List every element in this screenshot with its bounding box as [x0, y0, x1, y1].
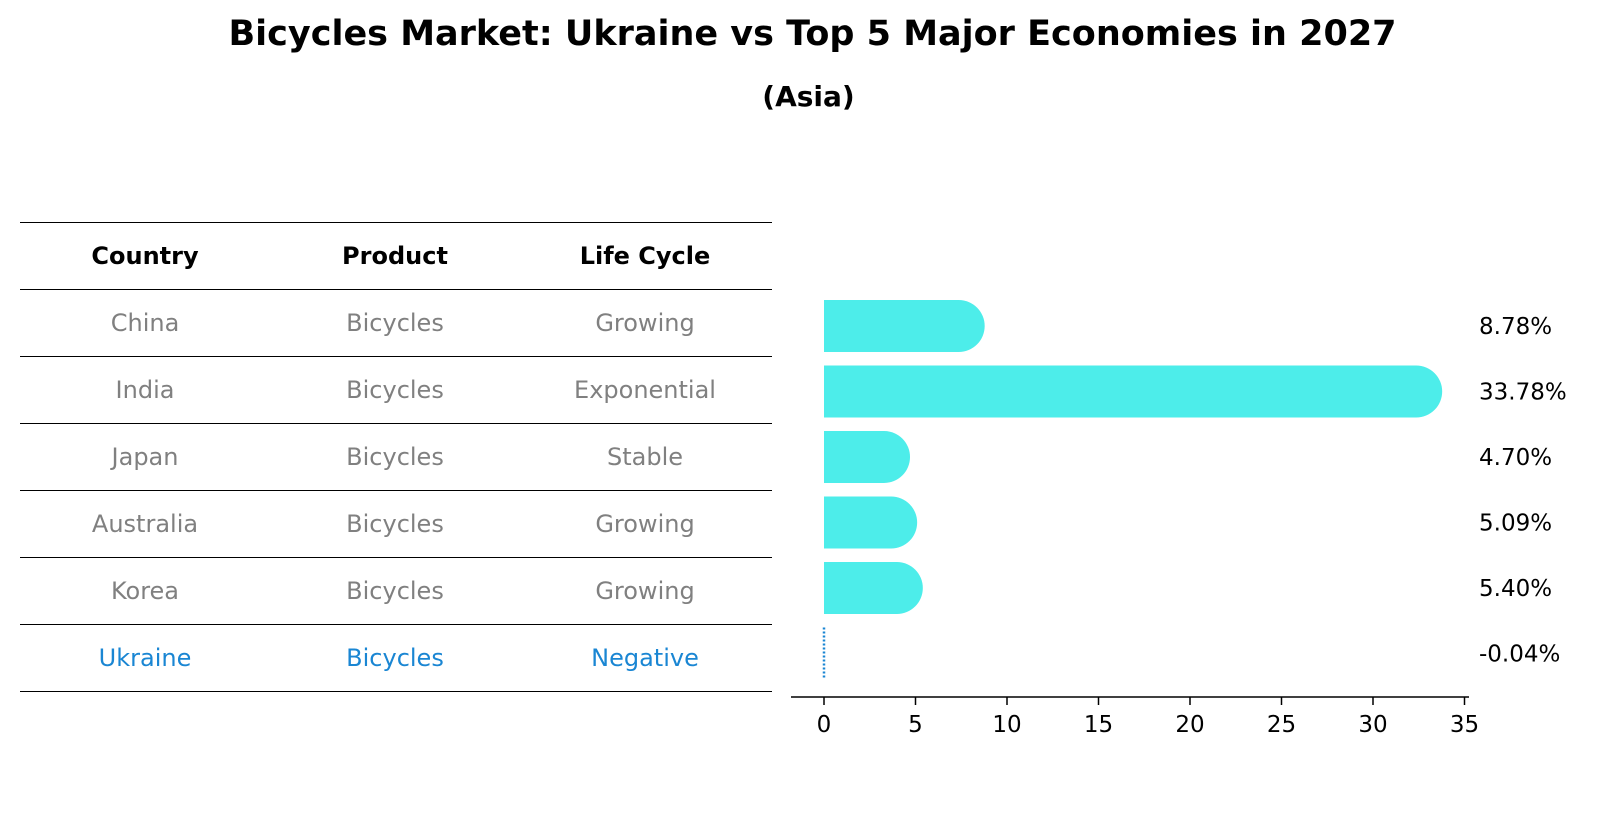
- country-cell: Korea: [110, 577, 180, 605]
- table-row: Australia Bicycles Growing: [20, 490, 772, 557]
- x-tick-label-5: 5: [908, 712, 923, 738]
- bar-australia: [824, 496, 918, 549]
- country-cell: India: [115, 376, 175, 404]
- x-tick-label-35: 35: [1450, 712, 1479, 738]
- bar-india: [824, 365, 1443, 418]
- life-cycle-cell: Growing: [595, 577, 695, 605]
- x-tick-label-20: 20: [1175, 712, 1204, 738]
- country-cell: China: [110, 309, 180, 337]
- product-cell: Bicycles: [346, 577, 444, 605]
- header-life-cycle: Life Cycle: [579, 242, 711, 270]
- product-cell: Bicycles: [346, 309, 444, 337]
- country-cell: Japan: [111, 443, 179, 471]
- bar-china: [824, 300, 985, 352]
- data-label-australia: 5.09%: [1479, 511, 1552, 537]
- table-row-highlighted: Ukraine Bicycles Negative: [20, 624, 772, 692]
- country-cell: Ukraine: [98, 644, 192, 672]
- table-row: Japan Bicycles Stable: [20, 423, 772, 490]
- data-label-india: 33.78%: [1479, 380, 1567, 406]
- table-row: China Bicycles Growing: [20, 289, 772, 356]
- life-cycle-cell: Stable: [606, 443, 684, 471]
- life-cycle-cell: Negative: [591, 644, 699, 672]
- x-tick-label-10: 10: [992, 712, 1021, 738]
- table-row: Korea Bicycles Growing: [20, 557, 772, 624]
- product-cell: Bicycles: [346, 510, 444, 538]
- bar-korea: [824, 562, 923, 614]
- product-cell: Bicycles: [346, 443, 444, 471]
- x-tick-label-25: 25: [1267, 712, 1296, 738]
- header-product: Product: [342, 242, 448, 270]
- x-tick-label-0: 0: [817, 712, 832, 738]
- x-tick-label-15: 15: [1084, 712, 1113, 738]
- x-tick-label-30: 30: [1358, 712, 1387, 738]
- life-cycle-cell: Exponential: [574, 376, 716, 404]
- data-label-ukraine: -0.04%: [1479, 642, 1560, 668]
- header-country: Country: [91, 242, 199, 270]
- data-label-china: 8.78%: [1479, 314, 1552, 340]
- table-header-row: Country Product Life Cycle: [20, 222, 772, 289]
- product-cell: Bicycles: [346, 644, 444, 672]
- data-label-korea: 5.40%: [1479, 576, 1552, 602]
- life-cycle-cell: Growing: [595, 510, 695, 538]
- data-label-japan: 4.70%: [1479, 445, 1552, 471]
- country-cell: Australia: [91, 510, 199, 538]
- product-cell: Bicycles: [346, 376, 444, 404]
- chart-subtitle: (Asia): [762, 80, 855, 113]
- lifecycle-table: Country Product Life Cycle China Bicycle…: [20, 222, 772, 692]
- table-row: India Bicycles Exponential: [20, 356, 772, 423]
- chart-title: Bicycles Market: Ukraine vs Top 5 Major …: [228, 14, 1397, 54]
- life-cycle-cell: Growing: [595, 309, 695, 337]
- bar-japan: [824, 431, 911, 483]
